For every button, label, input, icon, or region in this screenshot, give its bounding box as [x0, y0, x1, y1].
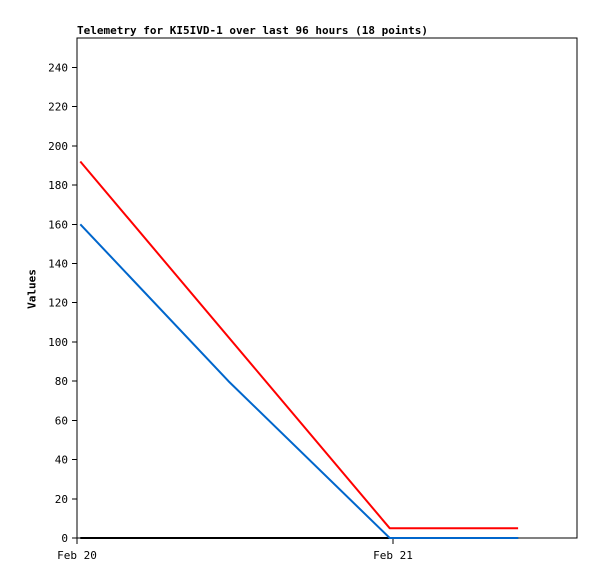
y-tick-label: 200: [48, 140, 68, 153]
y-tick-label: 40: [55, 454, 68, 467]
series-line-1: [79, 160, 519, 530]
chart-title: Telemetry for KI5IVD-1 over last 96 hour…: [77, 24, 428, 37]
y-tick-label: 100: [48, 336, 68, 349]
y-tick-label: 140: [48, 257, 68, 270]
series-line-0: [79, 223, 519, 539]
y-tick-label: 20: [55, 493, 68, 506]
y-tick-label: 220: [48, 101, 68, 114]
y-tick-label: 80: [55, 375, 68, 388]
y-tick-label: 120: [48, 297, 68, 310]
y-tick-label: 0: [61, 532, 68, 545]
x-tick-label: Feb 20: [57, 549, 97, 562]
y-tick-label: 180: [48, 179, 68, 192]
y-tick-label: 60: [55, 414, 68, 427]
y-tick-label: 240: [48, 61, 68, 74]
plot-frame: [76, 37, 578, 539]
y-tick-label: 160: [48, 218, 68, 231]
x-tick-label: Feb 21: [373, 549, 413, 562]
